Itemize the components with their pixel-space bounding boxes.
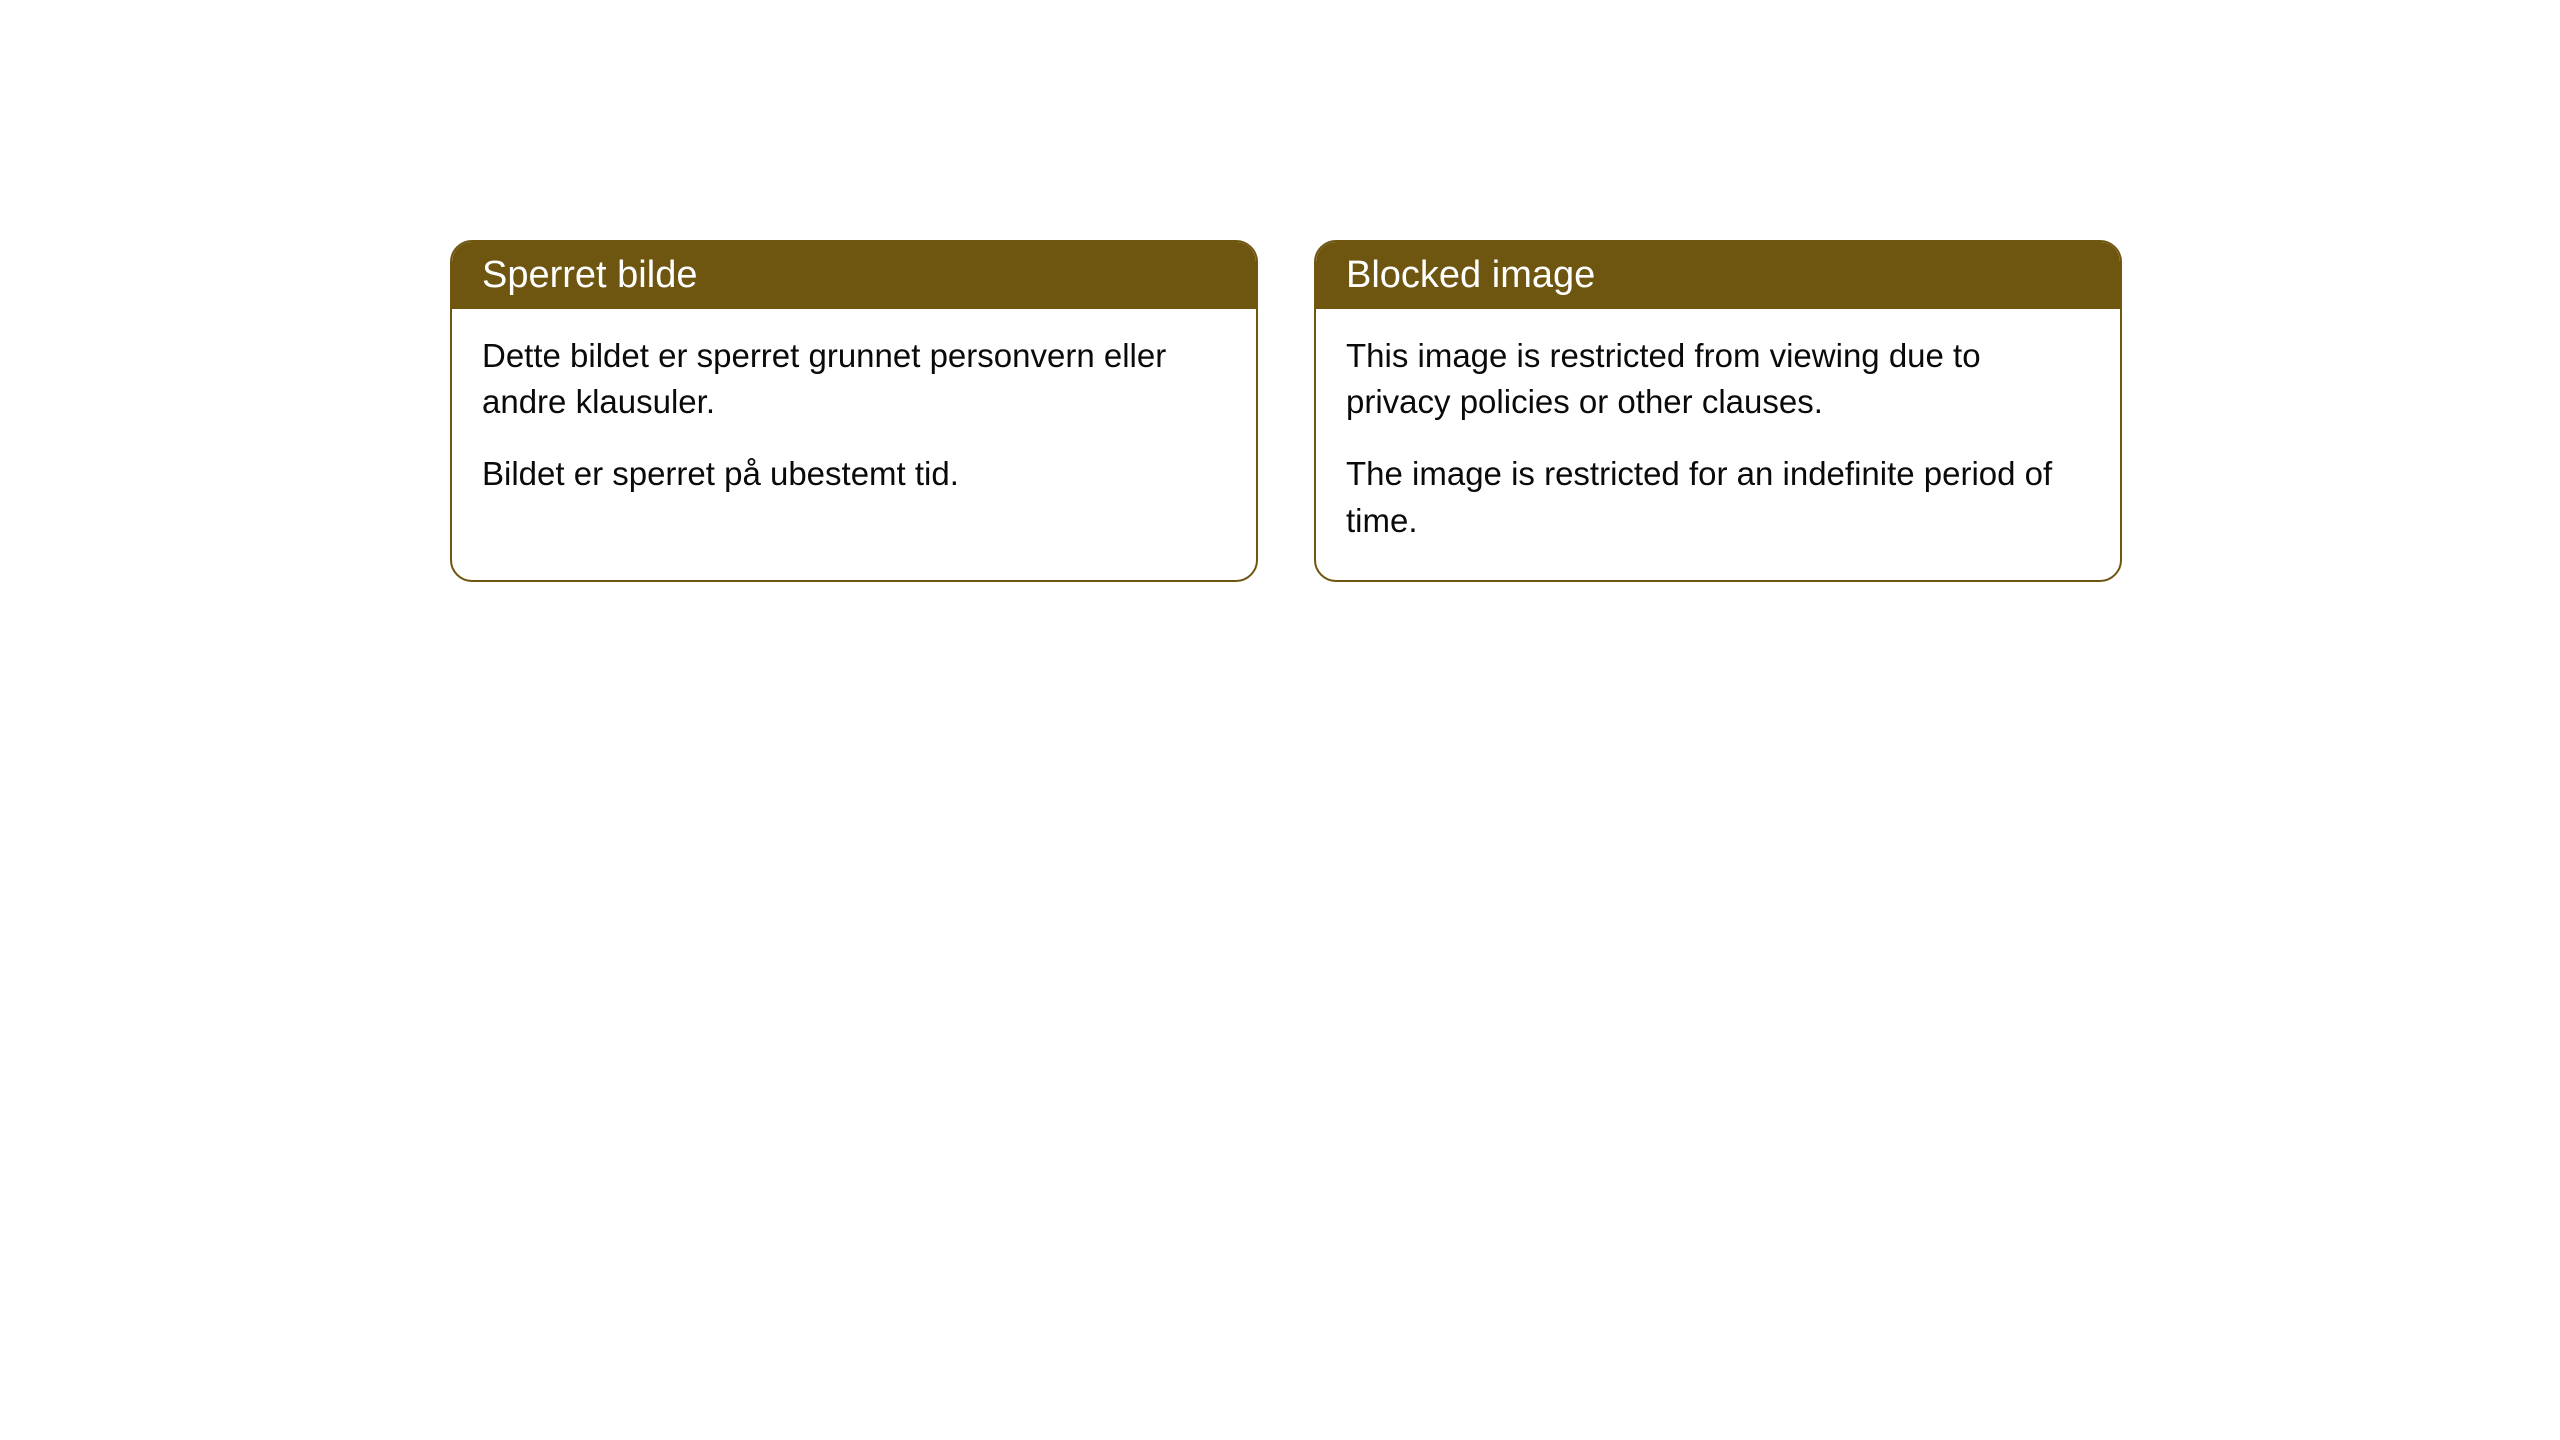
card-body-english: This image is restricted from viewing du…	[1316, 309, 2120, 580]
card-header-norwegian: Sperret bilde	[452, 242, 1256, 309]
card-norwegian: Sperret bilde Dette bildet er sperret gr…	[450, 240, 1258, 582]
card-paragraph: Dette bildet er sperret grunnet personve…	[482, 333, 1226, 425]
card-paragraph: Bildet er sperret på ubestemt tid.	[482, 451, 1226, 497]
card-header-english: Blocked image	[1316, 242, 2120, 309]
card-body-norwegian: Dette bildet er sperret grunnet personve…	[452, 309, 1256, 534]
info-cards-container: Sperret bilde Dette bildet er sperret gr…	[450, 240, 2122, 582]
card-english: Blocked image This image is restricted f…	[1314, 240, 2122, 582]
card-paragraph: The image is restricted for an indefinit…	[1346, 451, 2090, 543]
card-paragraph: This image is restricted from viewing du…	[1346, 333, 2090, 425]
